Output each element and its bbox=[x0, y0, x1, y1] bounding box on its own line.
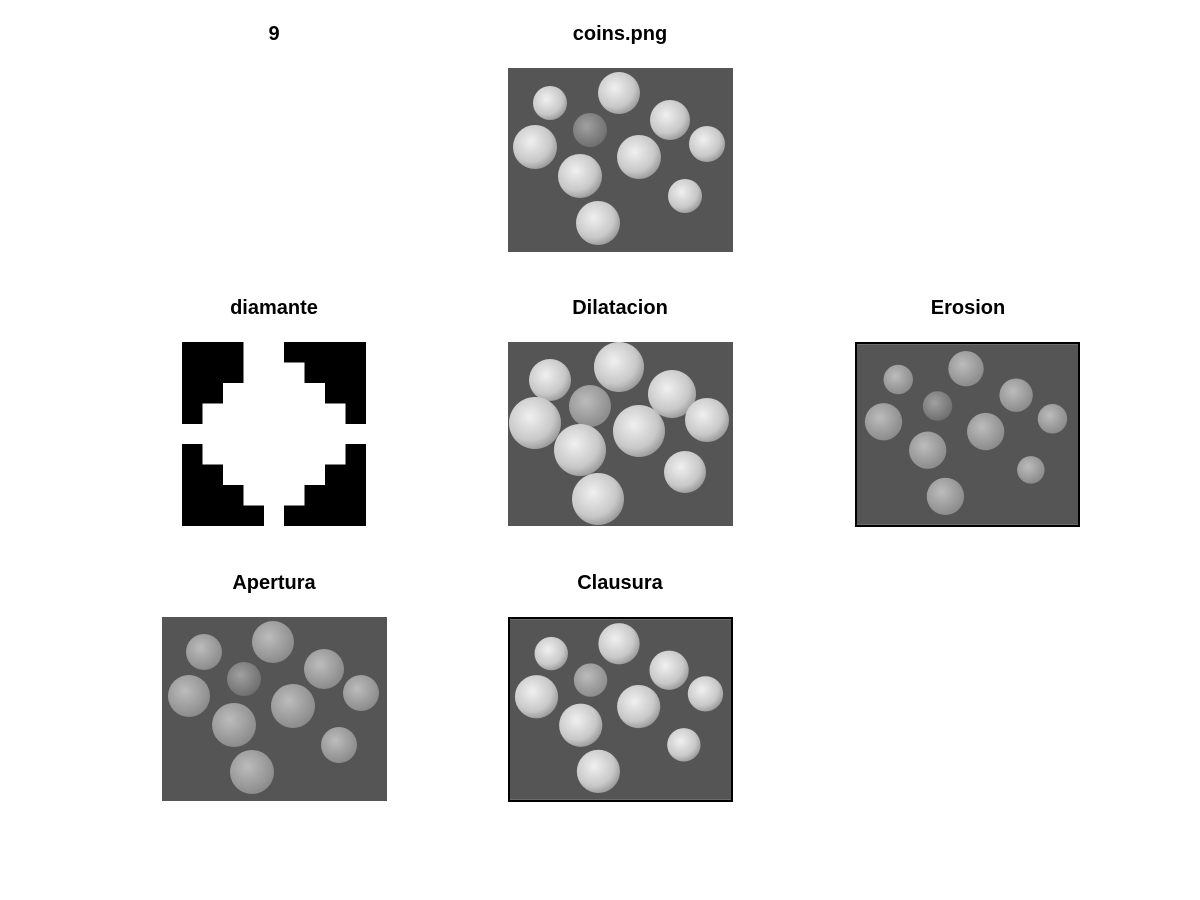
image-dilation bbox=[508, 342, 733, 526]
title-opening: Apertura bbox=[232, 572, 316, 594]
closing-image bbox=[510, 619, 731, 800]
opening-image bbox=[162, 617, 387, 801]
dilation-image bbox=[508, 342, 733, 526]
image-opening bbox=[162, 617, 387, 801]
title-erosion: Erosion bbox=[930, 297, 1006, 319]
image-erosion bbox=[855, 342, 1080, 527]
diamond-kernel bbox=[182, 342, 366, 526]
title-structuring-element: diamante bbox=[230, 297, 318, 319]
image-closing bbox=[508, 617, 733, 802]
image-original-coins bbox=[508, 68, 733, 252]
title-closing: Clausura bbox=[577, 572, 663, 594]
title-original: coins.png bbox=[572, 23, 668, 45]
title-dilation: Dilatacion bbox=[572, 297, 668, 319]
coins-image bbox=[508, 68, 733, 252]
figure-number-label: 9 bbox=[268, 23, 280, 45]
erosion-image bbox=[857, 344, 1078, 525]
image-structuring-element bbox=[182, 342, 366, 526]
